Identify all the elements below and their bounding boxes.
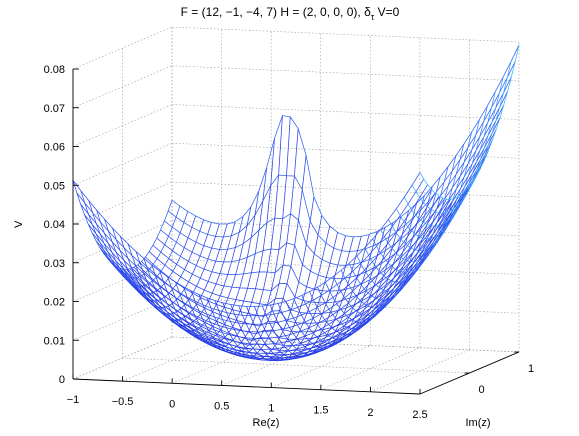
- grid-line: [171, 104, 520, 120]
- surface-line: [151, 206, 252, 337]
- surface-line: [340, 176, 441, 309]
- surface-line: [190, 116, 291, 354]
- surface-line: [419, 45, 520, 200]
- surface-line: [261, 236, 362, 357]
- x-tick-label: −1: [67, 394, 80, 406]
- surface-line: [309, 210, 409, 335]
- surface-line: [356, 155, 457, 292]
- z-tick-label: 0.05: [44, 180, 65, 192]
- surface-line: [80, 190, 181, 279]
- surface-line: [72, 180, 173, 270]
- z-tick-label: 0.06: [44, 142, 65, 154]
- z-tick-label: 0.01: [44, 335, 65, 347]
- surface-line: [285, 227, 386, 349]
- surface-line: [364, 144, 465, 283]
- surface-line: [104, 219, 204, 302]
- surface-line: [301, 216, 402, 340]
- surface-line: [317, 203, 417, 329]
- axes: [72, 68, 520, 395]
- x-tick-label: 0.5: [214, 400, 229, 412]
- surface-line: [129, 174, 478, 352]
- z-tick-label: 0.08: [44, 64, 65, 76]
- z-tick-label: 0.03: [44, 258, 65, 270]
- grid-line: [221, 343, 321, 386]
- surface-line: [332, 186, 433, 316]
- surface-line: [164, 76, 512, 266]
- title-subscript: τ: [371, 12, 375, 22]
- surface-line: [88, 200, 189, 287]
- surface-line: [396, 91, 496, 240]
- grid-line: [72, 26, 173, 70]
- surface-line: [293, 222, 394, 345]
- x-tick-label: 0: [169, 398, 175, 410]
- x-tick-label: 2.5: [412, 409, 427, 421]
- x-axis-label: Re(z): [253, 417, 280, 429]
- surface-line: [246, 235, 346, 361]
- x-tick-label: 1: [268, 403, 274, 415]
- surface-line: [214, 196, 315, 360]
- surface-line: [206, 155, 307, 359]
- surface-line: [380, 119, 480, 262]
- surface-line: [325, 195, 425, 323]
- y-tick-label: 1: [528, 363, 534, 375]
- z-tick-label: 0: [59, 374, 65, 386]
- title-text: F = (12, −1, −4, 7) H = (2, 0, 0, 0), δ: [181, 5, 371, 19]
- surface-line: [96, 210, 197, 294]
- surface-line: [198, 128, 299, 357]
- surface-line: [87, 192, 436, 339]
- surface-mesh: [72, 44, 520, 361]
- x-tick-label: −0.5: [112, 396, 134, 408]
- grid-line: [122, 357, 470, 374]
- surface-line: [160, 91, 508, 279]
- surface-line: [388, 105, 488, 251]
- surface-line: [112, 222, 212, 309]
- surface-line: [135, 221, 236, 327]
- grid-line: [271, 345, 371, 388]
- y-axis-label: Im(z): [465, 417, 490, 429]
- grid-line: [171, 65, 520, 82]
- x-tick-label: 1.5: [313, 405, 328, 417]
- y-tick-label: 0: [478, 384, 484, 396]
- surface-line: [411, 61, 512, 214]
- surface-line: [167, 61, 516, 252]
- surface-line: [403, 76, 504, 227]
- surface-line: [171, 44, 520, 238]
- svg-text:F = (12, −1, −4, 7) H = (2, 0,: F = (12, −1, −4, 7) H = (2, 0, 0, 0), δτ…: [181, 5, 400, 22]
- surface-line: [372, 131, 473, 273]
- x-axis-line: [72, 378, 421, 395]
- surface-line: [119, 223, 220, 315]
- z-tick-label: 0.02: [44, 297, 65, 309]
- grid-line: [320, 347, 420, 390]
- title-tail: V=0: [374, 5, 399, 19]
- surface-line: [91, 195, 440, 345]
- x-tick-label: 2: [367, 407, 373, 419]
- tick-labels: 0 0.01 0.02 0.03 0.04 0.05 0.06 0.07 0.08 −1 −0.5 0…: [44, 64, 534, 421]
- surface-line: [127, 223, 228, 321]
- grid-line: [171, 26, 520, 43]
- z-tick-label: 0.04: [44, 219, 65, 231]
- grid-line: [72, 65, 173, 109]
- z-tick-label: 0.07: [44, 103, 65, 115]
- plot-title: F = (12, −1, −4, 7) H = (2, 0, 0, 0), δτ…: [181, 5, 400, 22]
- surface-line: [183, 115, 283, 352]
- surface-line: [222, 215, 323, 361]
- surface-line: [143, 216, 244, 332]
- surface-line: [254, 236, 354, 359]
- z-axis-label: V: [13, 220, 25, 228]
